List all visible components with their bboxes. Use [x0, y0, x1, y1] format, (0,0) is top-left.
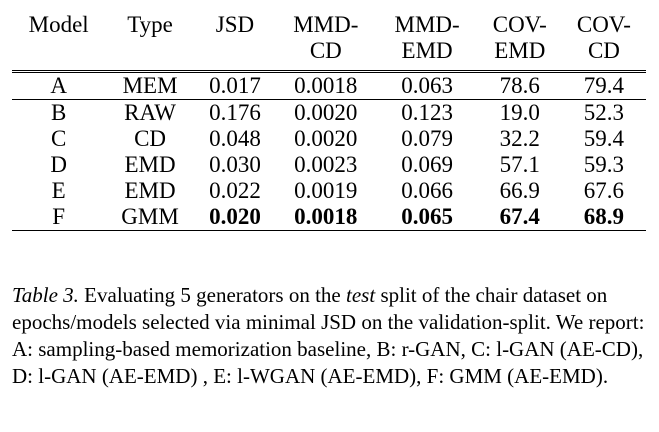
cell-model: F — [12, 204, 106, 231]
cell-jsd: 0.022 — [209, 178, 261, 203]
cell-jsd: 0.020 — [194, 204, 276, 231]
cell-mmd-cd: 0.0020 — [294, 126, 358, 151]
cell-cov-cd: 68.9 — [561, 204, 646, 231]
cell-mmd-cd: 0.0020 — [275, 99, 377, 126]
cell-jsd: 0.030 — [209, 152, 261, 177]
cell-model: B — [12, 99, 106, 126]
table-row: B RAW 0.176 0.0020 0.123 19.0 52.3 — [12, 99, 646, 126]
header-jsd: JSD — [215, 12, 255, 37]
caption-label: Table 3. — [12, 283, 79, 307]
cell-mmd-emd: 0.065 — [376, 204, 478, 231]
cell-mmd-emd: 0.079 — [401, 126, 453, 151]
header-model: Model — [28, 12, 89, 37]
cell-cov-emd: 32.2 — [499, 126, 540, 151]
results-table: Model Type JSD MMD- CD MMD- EMD COV- EMD CO… — [12, 10, 646, 231]
cell-mmd-cd: 0.0018 — [275, 204, 377, 231]
cell-cov-emd: 78.6 — [477, 70, 562, 100]
cell-type: CD — [134, 126, 167, 151]
table-row: D EMD 0.030 0.0023 0.069 57.1 59.3 — [12, 152, 646, 178]
cell-cov-emd: 19.0 — [477, 99, 562, 126]
cell-cov-cd: 59.4 — [583, 126, 625, 151]
cell-cov-emd: 57.1 — [499, 152, 540, 177]
caption-text-1: Evaluating 5 generators on the — [78, 283, 347, 307]
cell-mmd-emd: 0.069 — [401, 152, 453, 177]
cell-jsd: 0.017 — [194, 70, 276, 100]
cell-model: E — [51, 178, 66, 203]
cell-jsd: 0.048 — [209, 126, 261, 151]
cell-model: D — [50, 152, 67, 177]
header-cov-emd: COV- EMD — [492, 12, 547, 63]
cell-type: MEM — [105, 70, 195, 100]
table-row: E EMD 0.022 0.0019 0.066 66.9 67.6 — [12, 178, 646, 204]
results-table-container: Model Type JSD MMD- CD MMD- EMD COV- EMD CO… — [12, 10, 646, 231]
header-mmd-emd: MMD- EMD — [394, 12, 460, 63]
cell-cov-cd: 79.4 — [561, 70, 646, 100]
cell-mmd-cd: 0.0019 — [294, 178, 358, 203]
cell-jsd: 0.176 — [194, 99, 276, 126]
cell-mmd-cd: 0.0023 — [294, 152, 358, 177]
header-row: Model Type JSD MMD- CD MMD- EMD COV- EMD CO… — [12, 10, 646, 72]
header-type: Type — [127, 12, 173, 37]
cell-mmd-emd: 0.066 — [401, 178, 453, 203]
cell-cov-cd: 52.3 — [561, 99, 646, 126]
cell-cov-cd: 67.6 — [583, 178, 625, 203]
cell-cov-emd: 66.9 — [499, 178, 540, 203]
cell-type: RAW — [105, 99, 195, 126]
table-row: A MEM 0.017 0.0018 0.063 78.6 79.4 — [12, 70, 646, 100]
table-row: F GMM 0.020 0.0018 0.065 67.4 68.9 — [12, 204, 646, 231]
cell-model: A — [12, 70, 106, 100]
table-caption: Table 3. Evaluating 5 generators on the … — [12, 282, 646, 390]
header-cov-cd: COV- CD — [576, 12, 631, 63]
header-mmd-cd: MMD- CD — [293, 12, 359, 63]
cell-type: GMM — [105, 204, 195, 231]
cell-type: EMD — [124, 178, 176, 203]
cell-cov-cd: 59.3 — [583, 152, 625, 177]
caption-text-2: split of the chair dataset on epochs/mod… — [12, 283, 645, 388]
cell-model: C — [51, 126, 67, 151]
caption-emphasis: test — [346, 283, 376, 307]
cell-mmd-cd: 0.0018 — [275, 70, 377, 100]
cell-mmd-emd: 0.063 — [376, 70, 478, 100]
cell-mmd-emd: 0.123 — [376, 99, 478, 126]
cell-cov-emd: 67.4 — [477, 204, 562, 231]
cell-type: EMD — [124, 152, 176, 177]
table-row: C CD 0.048 0.0020 0.079 32.2 59.4 — [12, 126, 646, 152]
